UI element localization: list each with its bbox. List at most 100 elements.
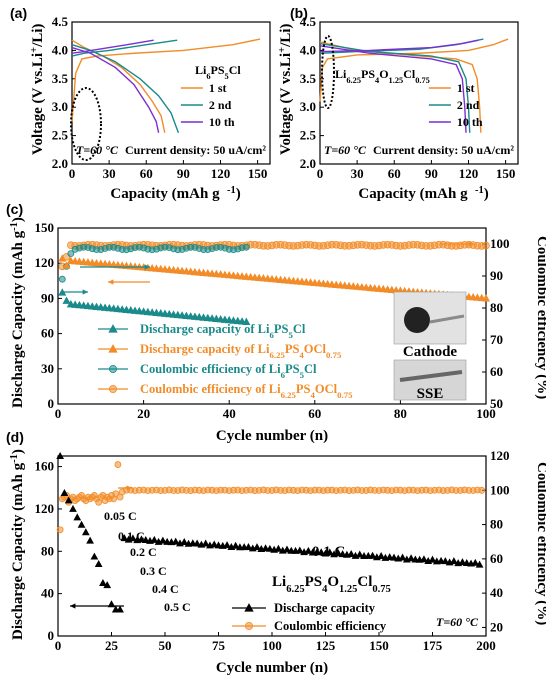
text-part: Cl	[229, 63, 242, 77]
x-tick-label: 100	[262, 638, 282, 653]
panel-label: (d)	[6, 429, 24, 445]
y-tick-label: 3.5	[52, 71, 69, 86]
charge-curve	[71, 38, 261, 122]
text-part: 4	[311, 390, 316, 400]
ce-point	[114, 461, 122, 468]
x-tick-label: 80	[394, 406, 407, 421]
capacity-point	[81, 528, 90, 536]
x-tick-label: 25	[105, 638, 119, 653]
x-axis-label: Capacity (mAh g	[110, 186, 220, 202]
text-part: Cl	[304, 362, 317, 376]
y2-tick-label: 100	[490, 482, 510, 497]
y-tick-label: 2.5	[52, 128, 69, 143]
y2-tick-label: 50	[490, 396, 503, 411]
x-tick-label: 50	[159, 638, 172, 653]
text-part: Cl	[403, 67, 416, 81]
capacity-point	[420, 555, 428, 563]
charge-curve	[71, 39, 178, 57]
y-tick-label: 4.5	[52, 14, 69, 29]
capacity-point	[116, 605, 124, 613]
text-part: )	[10, 449, 26, 454]
current-density-label: Current density: 50 uA/cm²	[373, 143, 514, 157]
rate-label: 0.3 C	[140, 564, 167, 578]
x-tick-label: 150	[248, 166, 268, 181]
text-part: PS	[211, 63, 225, 77]
legend-label: 2 nd	[209, 98, 232, 112]
text-part: 6	[206, 72, 210, 81]
capacity-point	[56, 451, 65, 459]
plot-frame	[57, 455, 487, 637]
axis-arrow-teal-head	[144, 264, 150, 270]
temperature-label: T=60 °C	[76, 143, 119, 157]
text-part: /Li)	[278, 24, 294, 48]
capacity-point	[283, 545, 291, 553]
capacity-point	[94, 559, 103, 567]
text-part: Discharge Capacity (mAh g	[10, 462, 26, 640]
text-part: 4	[322, 584, 328, 595]
capacity-point	[129, 534, 137, 542]
inset-label-sse: SSE	[417, 386, 444, 402]
y-axis-label: Discharge Capacity (mAh g-1)	[9, 217, 27, 408]
sse-rod	[399, 370, 463, 382]
x-tick-label: 60	[308, 406, 321, 421]
text-part: PS	[296, 382, 311, 396]
capacity-point	[73, 513, 82, 521]
capacity-point	[390, 553, 398, 561]
ce-point-old	[67, 250, 75, 258]
y-tick-label: 120	[35, 255, 55, 270]
capacity-point	[231, 541, 240, 549]
text-part: Cl	[293, 322, 306, 336]
legend-label: Coulombic efficiency	[274, 619, 387, 633]
text-part: +	[277, 47, 288, 53]
capacity-point	[458, 558, 467, 566]
text-part: O	[379, 67, 388, 81]
x-tick-label: 150	[496, 166, 516, 181]
capacity-point	[158, 536, 167, 544]
y-tick-label: 3.0	[300, 99, 316, 114]
x-axis-label: Cycle number (n)	[216, 428, 328, 444]
capacity-point	[214, 541, 223, 549]
capacity-point	[304, 546, 313, 554]
capacity-point-old	[62, 296, 71, 304]
capacity-point	[253, 543, 261, 551]
x-tick-label: 90	[425, 166, 438, 181]
text-part: Li	[272, 574, 286, 590]
x-tick-label: 90	[177, 166, 190, 181]
capacity-point-new	[62, 261, 71, 269]
text-part: 6	[281, 370, 286, 380]
y-tick-label: 2.0	[52, 156, 68, 171]
y2-tick-label: 70	[490, 332, 503, 347]
x-tick-label: 60	[388, 166, 401, 181]
legend-label: Discharge capacity	[274, 601, 376, 615]
x-axis-label-unit: -1)	[227, 185, 241, 203]
text-part: 6.25	[346, 76, 361, 85]
y-tick-label: 0	[48, 396, 55, 411]
legend-marker	[244, 622, 253, 631]
text-part: /Li)	[30, 24, 46, 48]
y2-tick-label: 80	[490, 517, 503, 532]
y-axis-label: Voltage (V vs.Li+/Li)	[277, 24, 295, 155]
y-tick-label: 60	[41, 326, 54, 341]
ce-point	[478, 486, 486, 494]
ce-point	[56, 526, 64, 534]
x-tick-label: 150	[369, 638, 389, 653]
capacity-point	[334, 549, 343, 557]
text-part: OCl	[304, 342, 327, 356]
material-label-b: Li6.25PS4O1.25Cl0.75	[335, 67, 430, 85]
discharge-curve	[319, 42, 471, 133]
legend-marker	[108, 324, 118, 333]
charge-curve	[319, 38, 509, 102]
y2-axis-label: Coulombic efficiency (%)	[534, 236, 546, 399]
x-tick-label: 175	[423, 638, 443, 653]
capacity-point	[462, 559, 471, 566]
x-tick-label: 125	[316, 638, 336, 653]
axis-arrow-left-head	[70, 603, 76, 609]
y-tick-label: 0	[48, 628, 55, 643]
text-part: 1.25	[339, 584, 357, 595]
legend-label: 1 st	[209, 81, 227, 95]
text-part: PS	[361, 67, 375, 81]
legend-marker	[109, 364, 118, 373]
axis-arrow-right-head	[126, 485, 132, 491]
x-tick-label: 0	[317, 166, 324, 181]
